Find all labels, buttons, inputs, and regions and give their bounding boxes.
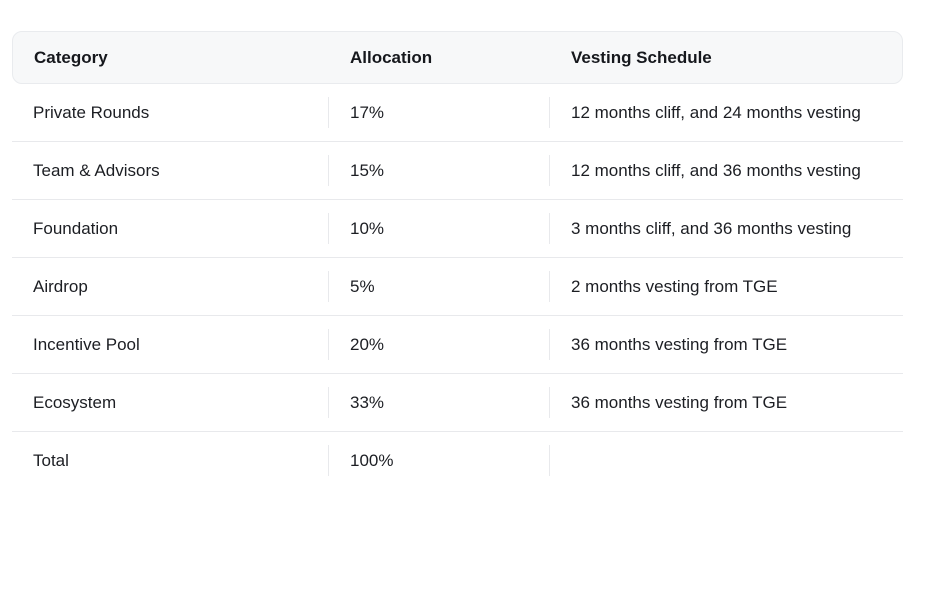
table-row: Total 100% [12, 431, 903, 489]
cell-allocation: 15% [328, 155, 549, 186]
cell-category: Private Rounds [33, 103, 150, 122]
cell-vesting: 2 months vesting from TGE [549, 271, 903, 302]
allocation-table: Category Allocation Vesting Schedule Pri… [12, 31, 903, 489]
cell-category: Foundation [33, 219, 119, 238]
cell-allocation: 100% [328, 445, 549, 476]
cell-category: Team & Advisors [33, 161, 160, 180]
table-row: Private Rounds 17% 12 months cliff, and … [12, 84, 903, 141]
cell-vesting: 3 months cliff, and 36 months vesting [549, 213, 903, 244]
cell-category: Total [33, 451, 69, 470]
table-header: Category Allocation Vesting Schedule [12, 31, 903, 84]
header-cell-vesting: Vesting Schedule [571, 48, 712, 67]
cell-vesting: 36 months vesting from TGE [549, 387, 903, 418]
table-row: Team & Advisors 15% 12 months cliff, and… [12, 141, 903, 199]
table-row: Incentive Pool 20% 36 months vesting fro… [12, 315, 903, 373]
table-body: Private Rounds 17% 12 months cliff, and … [12, 84, 903, 489]
header-cell-allocation: Allocation [350, 48, 433, 67]
cell-vesting: 12 months cliff, and 24 months vesting [549, 97, 903, 128]
cell-vesting [549, 445, 903, 476]
cell-category: Ecosystem [33, 393, 117, 412]
cell-allocation: 10% [328, 213, 549, 244]
table-row: Ecosystem 33% 36 months vesting from TGE [12, 373, 903, 431]
cell-vesting: 36 months vesting from TGE [549, 329, 903, 360]
cell-category: Incentive Pool [33, 335, 140, 354]
table-row: Airdrop 5% 2 months vesting from TGE [12, 257, 903, 315]
cell-allocation: 33% [328, 387, 549, 418]
table-row: Foundation 10% 3 months cliff, and 36 mo… [12, 199, 903, 257]
cell-allocation: 5% [328, 271, 549, 302]
header-cell-category: Category [34, 48, 108, 67]
cell-allocation: 17% [328, 97, 549, 128]
cell-category: Airdrop [33, 277, 88, 296]
cell-allocation: 20% [328, 329, 549, 360]
cell-vesting: 12 months cliff, and 36 months vesting [549, 155, 903, 186]
